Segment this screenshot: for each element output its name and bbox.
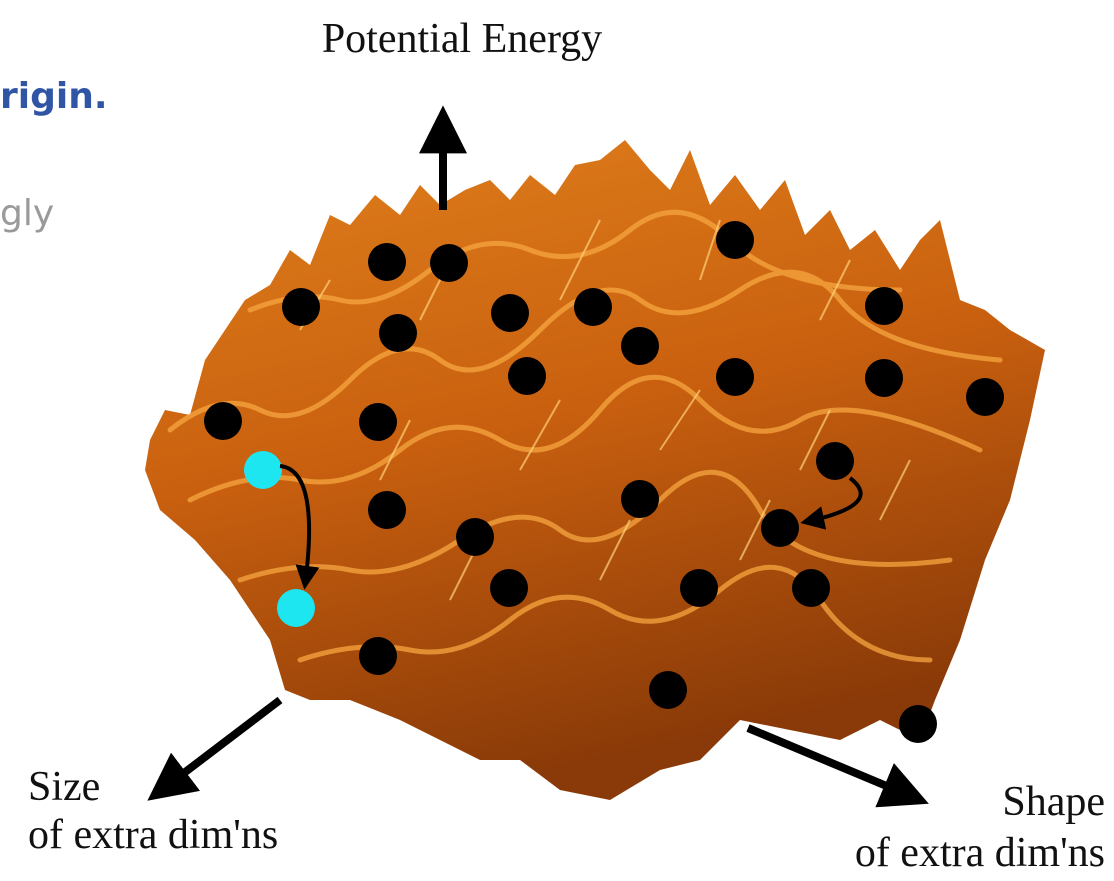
left-axis-label: Size	[28, 764, 100, 810]
vertical-axis-label: Potential Energy	[322, 16, 602, 62]
text-fragment: gly	[0, 193, 54, 234]
right-axis-label: Shape	[1002, 779, 1105, 825]
right-axis-label: of extra dim'ns	[855, 830, 1105, 876]
title-fragment: rigin.	[0, 76, 108, 117]
landscape-diagram: rigin. gly Potential	[0, 0, 1114, 881]
left-axis-label: of extra dim'ns	[28, 812, 278, 858]
